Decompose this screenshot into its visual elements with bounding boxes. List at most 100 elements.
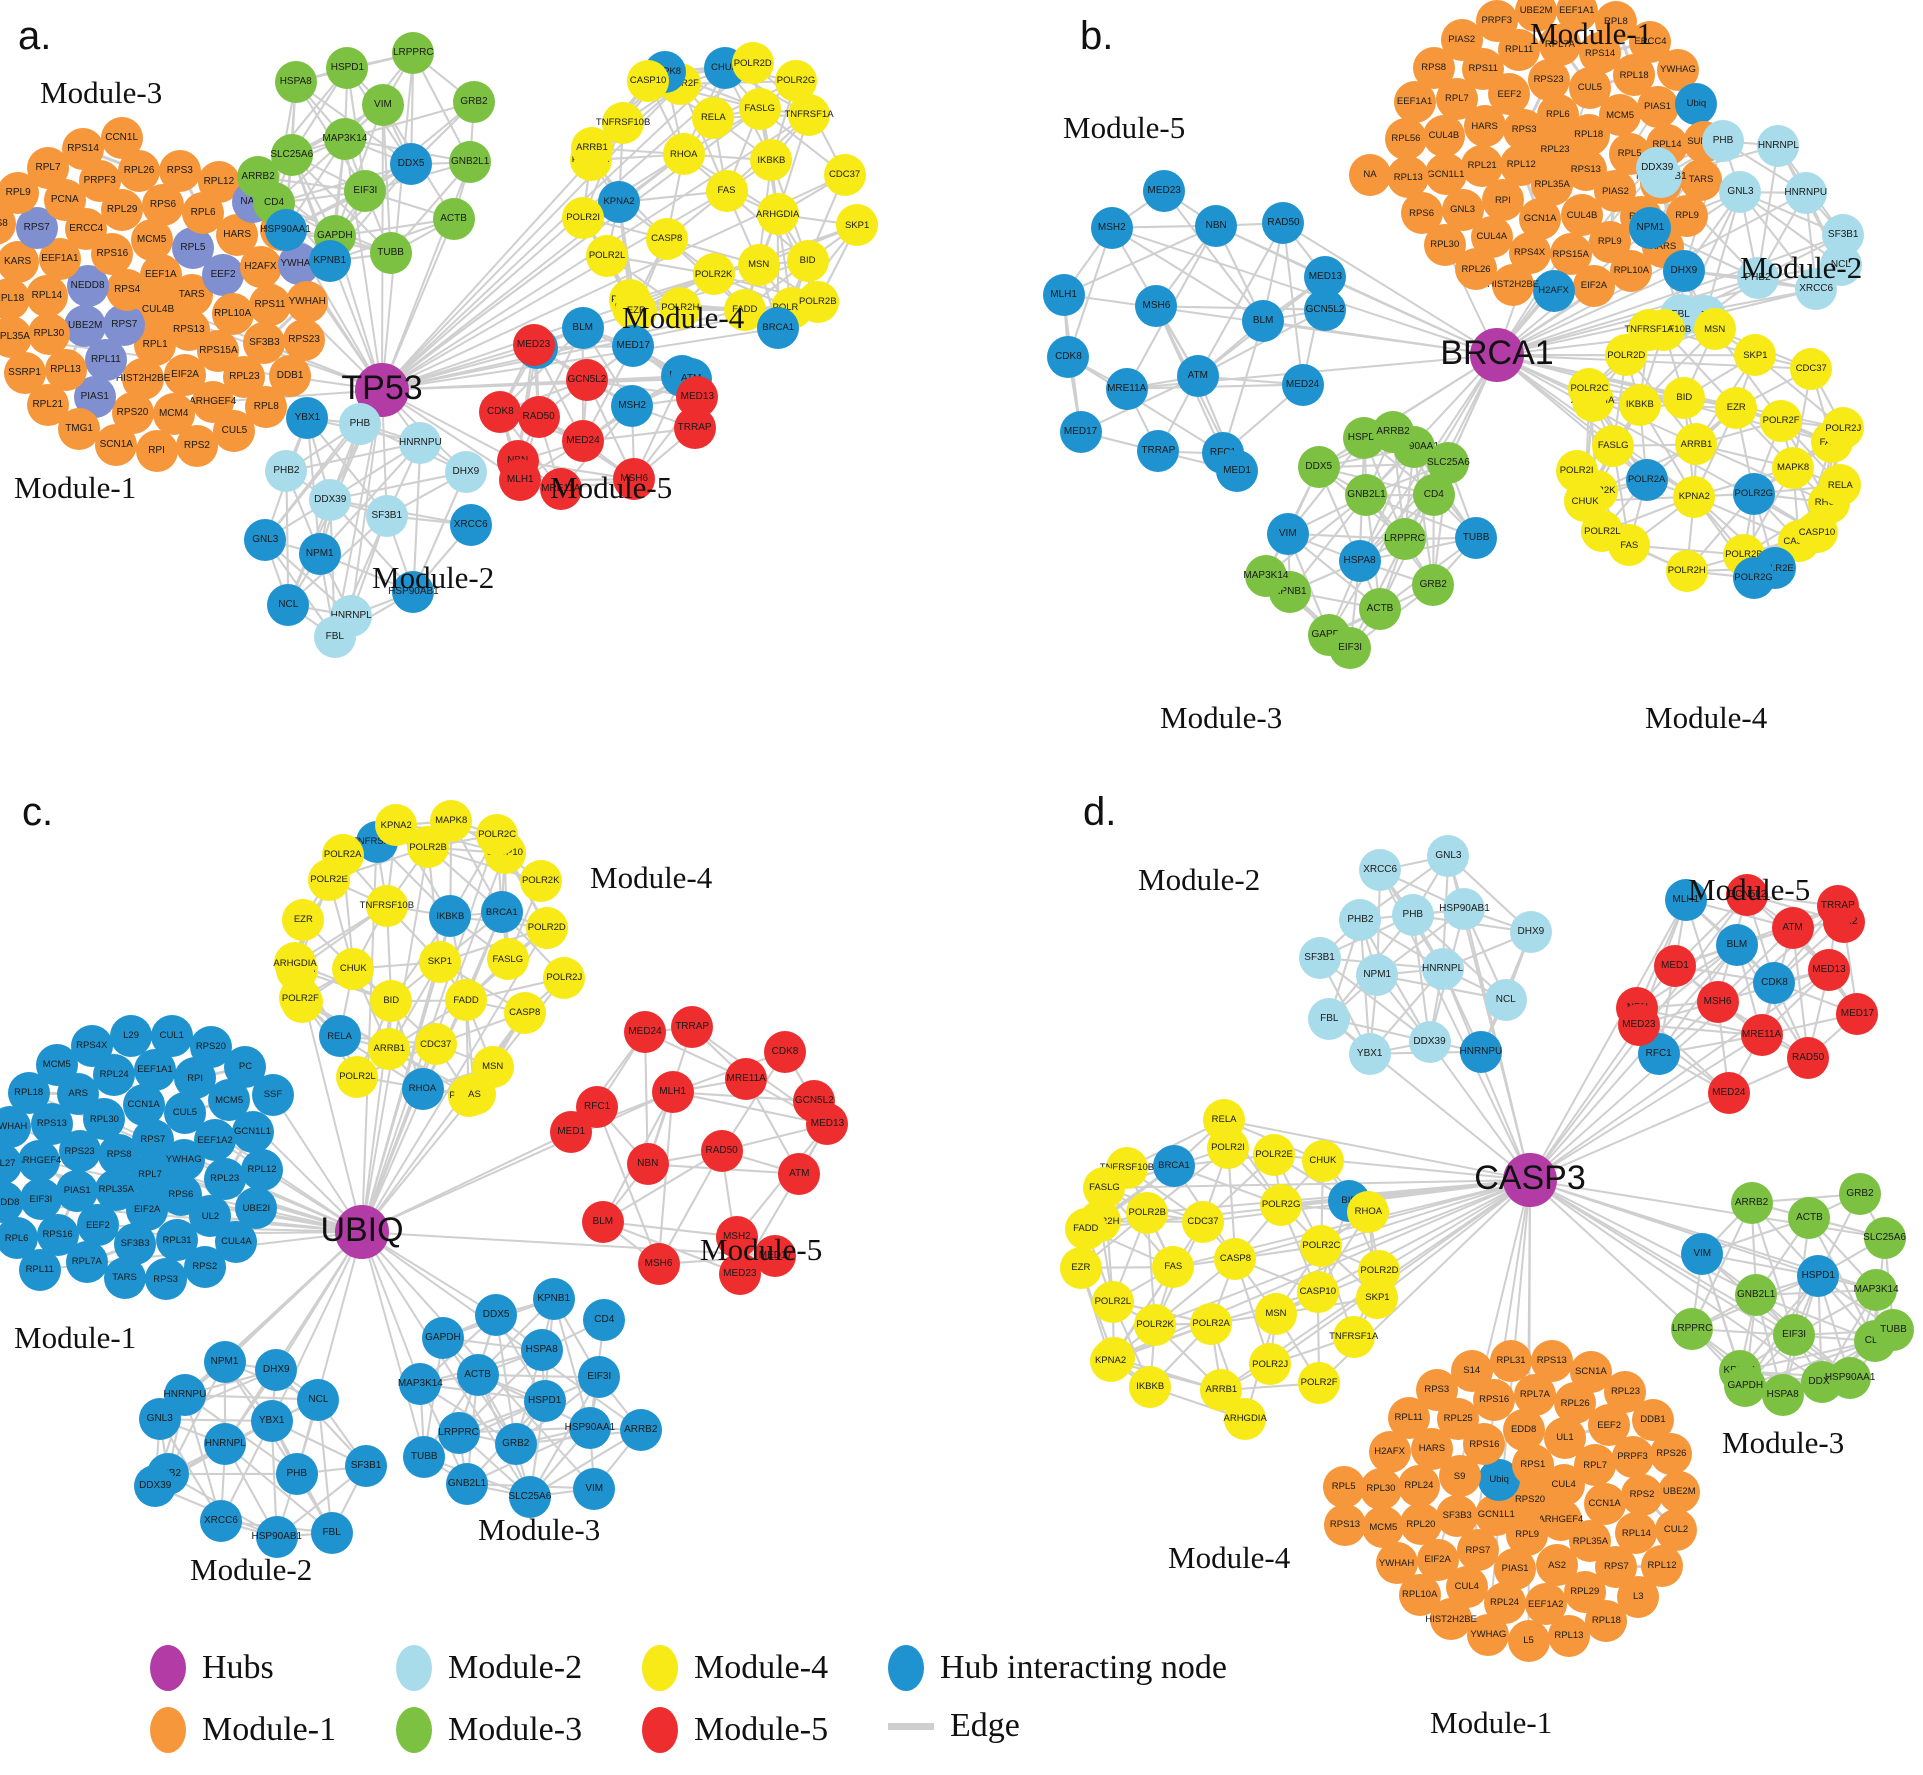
node-d-POLR2G[interactable]: POLR2G bbox=[1260, 1183, 1303, 1226]
node-c-POLR2L[interactable]: POLR2L bbox=[336, 1055, 379, 1098]
node-b-MAP3K14[interactable]: MAP3K14 bbox=[1243, 554, 1288, 597]
node-a-BLM[interactable]: BLM bbox=[561, 306, 604, 349]
node-a-RPL30[interactable]: RPL30 bbox=[27, 313, 70, 356]
node-a-GCN5L2[interactable]: GCN5L2 bbox=[565, 359, 608, 402]
node-b-DHX9[interactable]: DHX9 bbox=[1662, 249, 1705, 292]
node-a-ARRB2[interactable]: ARRB2 bbox=[237, 156, 280, 199]
node-d-RPL13[interactable]: RPL13 bbox=[1547, 1614, 1590, 1657]
node-d-FADD[interactable]: FADD bbox=[1064, 1207, 1107, 1250]
node-a-XRCC6[interactable]: XRCC6 bbox=[449, 503, 492, 546]
node-d-PRPF3[interactable]: PRPF3 bbox=[1611, 1436, 1654, 1479]
node-d-GNB2L1[interactable]: GNB2L1 bbox=[1735, 1274, 1778, 1317]
node-d-RPL20[interactable]: RPL20 bbox=[1399, 1503, 1442, 1546]
node-c-POLR2A[interactable]: POLR2A bbox=[321, 833, 364, 876]
node-c-YBX1[interactable]: YBX1 bbox=[250, 1399, 293, 1442]
node-d-RPS13[interactable]: RPS13 bbox=[1530, 1339, 1573, 1382]
node-a-RPS3[interactable]: RPS3 bbox=[158, 149, 201, 192]
node-d-SF3B3[interactable]: SF3B3 bbox=[1436, 1494, 1479, 1537]
node-a-MLH1[interactable]: MLH1 bbox=[499, 459, 542, 502]
node-d-YBX1[interactable]: YBX1 bbox=[1348, 1032, 1391, 1075]
node-d-RAD50[interactable]: RAD50 bbox=[1787, 1036, 1830, 1079]
node-d-GNL3[interactable]: GNL3 bbox=[1427, 834, 1470, 877]
node-d-MRE11A[interactable]: MRE11A bbox=[1740, 1014, 1783, 1057]
node-a-HSPD1[interactable]: HSPD1 bbox=[326, 47, 369, 89]
hub-node-brca1[interactable] bbox=[1470, 328, 1524, 382]
node-c-EEF1A2[interactable]: EEF1A2 bbox=[194, 1119, 237, 1162]
node-b-LRPPRC[interactable]: LRPPRC bbox=[1383, 518, 1426, 561]
node-a-SF3B1[interactable]: SF3B1 bbox=[365, 494, 408, 537]
node-b-EIF3I[interactable]: EIF3I bbox=[1329, 627, 1372, 670]
node-c-ACTB[interactable]: ACTB bbox=[456, 1353, 499, 1396]
node-c-FADD[interactable]: FADD bbox=[445, 979, 488, 1022]
node-d-RPL5[interactable]: RPL5 bbox=[1322, 1465, 1365, 1508]
node-d-RPL12[interactable]: RPL12 bbox=[1641, 1544, 1684, 1587]
node-d-HNRNPL[interactable]: HNRNPL bbox=[1421, 947, 1464, 990]
node-d-YWHAH[interactable]: YWHAH bbox=[1375, 1542, 1418, 1585]
node-d-POLR2E[interactable]: POLR2E bbox=[1253, 1133, 1296, 1176]
node-b-TARS[interactable]: TARS bbox=[1680, 158, 1723, 201]
node-c-NPM1[interactable]: NPM1 bbox=[203, 1341, 246, 1384]
node-c-RPL35A[interactable]: RPL35A bbox=[95, 1169, 138, 1212]
node-c-EIF3I[interactable]: EIF3I bbox=[19, 1178, 62, 1221]
node-a-POLR2H[interactable]: POLR2H bbox=[659, 286, 702, 329]
node-d-POLR2L[interactable]: POLR2L bbox=[1091, 1280, 1134, 1323]
node-d-FAS[interactable]: FAS bbox=[1152, 1246, 1195, 1289]
node-d-LRPPRC[interactable]: LRPPRC bbox=[1671, 1307, 1714, 1350]
node-a-RPL10A[interactable]: RPL10A bbox=[211, 293, 254, 336]
node-b-PRPF3[interactable]: PRPF3 bbox=[1475, 0, 1518, 42]
node-c-LRPPRC[interactable]: LRPPRC bbox=[437, 1411, 480, 1454]
node-c-DHX9[interactable]: DHX9 bbox=[255, 1348, 298, 1391]
node-a-RPS11[interactable]: RPS11 bbox=[249, 283, 291, 326]
node-a-BRCA1[interactable]: BRCA1 bbox=[757, 307, 800, 350]
node-d-MAP3K14[interactable]: MAP3K14 bbox=[1854, 1268, 1899, 1311]
node-d-GAPDH[interactable]: GAPDH bbox=[1724, 1364, 1767, 1407]
node-c-ARHGDIA[interactable]: ARHGDIA bbox=[273, 942, 317, 985]
node-b-DDX39[interactable]: DDX39 bbox=[1636, 147, 1679, 190]
node-d-RELA[interactable]: RELA bbox=[1203, 1099, 1246, 1142]
node-b-EIF2A[interactable]: EIF2A bbox=[1572, 264, 1615, 307]
node-c-TNFRSF10B[interactable]: TNFRSF10B bbox=[360, 884, 414, 927]
node-b-HNRNPL[interactable]: HNRNPL bbox=[1757, 124, 1800, 167]
node-d-SF3B1[interactable]: SF3B1 bbox=[1298, 936, 1341, 979]
node-b-MSN[interactable]: MSN bbox=[1693, 308, 1736, 351]
node-d-HSP90AB1[interactable]: HSP90AB1 bbox=[1439, 888, 1490, 931]
node-c-CCN1A[interactable]: CCN1A bbox=[122, 1083, 165, 1126]
node-b-GRB2[interactable]: GRB2 bbox=[1412, 564, 1455, 607]
node-c-POLR2D[interactable]: POLR2D bbox=[525, 906, 568, 949]
node-b-NCL[interactable]: NCL bbox=[1819, 244, 1862, 287]
node-a-FBL[interactable]: FBL bbox=[313, 616, 356, 659]
node-b-RPL26[interactable]: RPL26 bbox=[1455, 248, 1498, 291]
node-c-BRCA1[interactable]: BRCA1 bbox=[480, 891, 523, 934]
node-b-MED1[interactable]: MED1 bbox=[1216, 449, 1259, 492]
node-d-POLR2K[interactable]: POLR2K bbox=[1134, 1303, 1177, 1346]
node-c-AS[interactable]: AS bbox=[453, 1073, 496, 1116]
node-b-NPM1[interactable]: NPM1 bbox=[1629, 207, 1672, 250]
node-d-EIF3I[interactable]: EIF3I bbox=[1773, 1314, 1816, 1357]
node-a-GNB2L1[interactable]: GNB2L1 bbox=[449, 141, 492, 184]
node-c-ATM[interactable]: ATM bbox=[778, 1152, 821, 1195]
node-c-MED1[interactable]: MED1 bbox=[550, 1111, 593, 1154]
hub-node-ubiq[interactable] bbox=[335, 1205, 389, 1259]
node-c-CDK8[interactable]: CDK8 bbox=[764, 1030, 806, 1073]
node-b-RPL56[interactable]: RPL56 bbox=[1384, 118, 1427, 161]
node-d-MED13[interactable]: MED13 bbox=[1807, 949, 1850, 992]
node-b-EEF1A1[interactable]: EEF1A1 bbox=[1555, 0, 1598, 32]
node-d-KPNA2[interactable]: KPNA2 bbox=[1089, 1339, 1132, 1382]
node-a-MED24[interactable]: MED24 bbox=[561, 420, 604, 463]
node-c-TRRAP[interactable]: TRRAP bbox=[671, 1006, 714, 1049]
node-d-SLC25A6[interactable]: SLC25A6 bbox=[1863, 1216, 1906, 1259]
node-c-HSP90AA1[interactable]: HSP90AA1 bbox=[565, 1406, 615, 1449]
node-a-UBE2M[interactable]: UBE2M bbox=[64, 304, 107, 347]
node-d-POLR2F[interactable]: POLR2F bbox=[1298, 1362, 1341, 1405]
node-b-ATM[interactable]: ATM bbox=[1176, 355, 1219, 398]
node-c-RPL12[interactable]: RPL12 bbox=[241, 1148, 283, 1191]
node-a-YWHAH[interactable]: YWHAH bbox=[286, 280, 329, 323]
node-c-MLH1[interactable]: MLH1 bbox=[651, 1071, 694, 1114]
node-a-POLR2L[interactable]: POLR2L bbox=[586, 234, 629, 277]
node-d-TNFRSF1A[interactable]: TNFRSF1A bbox=[1329, 1315, 1378, 1358]
node-a-DDX5[interactable]: DDX5 bbox=[390, 143, 433, 186]
node-c-KPNA2[interactable]: KPNA2 bbox=[375, 804, 418, 847]
node-a-MED13[interactable]: MED13 bbox=[676, 376, 719, 419]
node-a-EEF2[interactable]: EEF2 bbox=[202, 254, 245, 297]
node-a-NCL[interactable]: NCL bbox=[267, 583, 310, 626]
